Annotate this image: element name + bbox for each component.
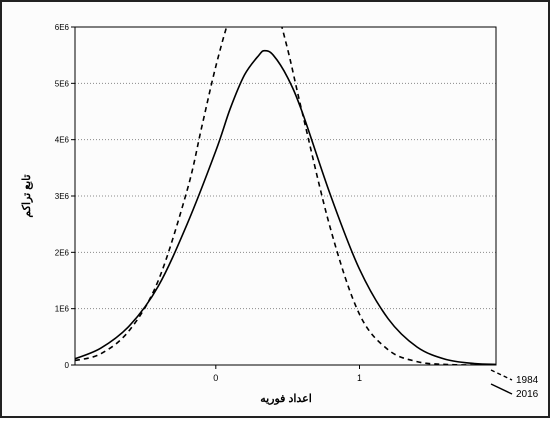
legend-swatch-2016 [490,383,513,395]
legend-swatch-1984 [490,369,513,381]
y-tick-label: 2E6 [55,248,70,257]
legend-label-2016: 2016 [516,389,539,400]
y-tick-label: 5E6 [55,79,70,88]
series-layer [75,27,496,365]
y-axis-label: تابع تراکم [21,174,33,217]
x-axis-label: اعداد فوریه [260,393,312,405]
series-line-1984 [75,27,496,365]
x-tick-label: 1 [357,373,362,383]
y-tick-label: 4E6 [55,136,70,145]
series-line-2016 [75,49,496,365]
y-tick-label: 3E6 [55,192,70,201]
legend-label-1984: 1984 [516,375,539,386]
x-tick-label: 0 [213,373,218,383]
y-tick-label: 0 [65,361,70,370]
y-axis: 0 1E6 2E6 3E6 4E6 5E6 6E6 [55,23,75,370]
y-tick-label: 1E6 [55,305,70,314]
legend: 1984 2016 [490,369,539,400]
y-tick-label: 6E6 [55,23,70,32]
